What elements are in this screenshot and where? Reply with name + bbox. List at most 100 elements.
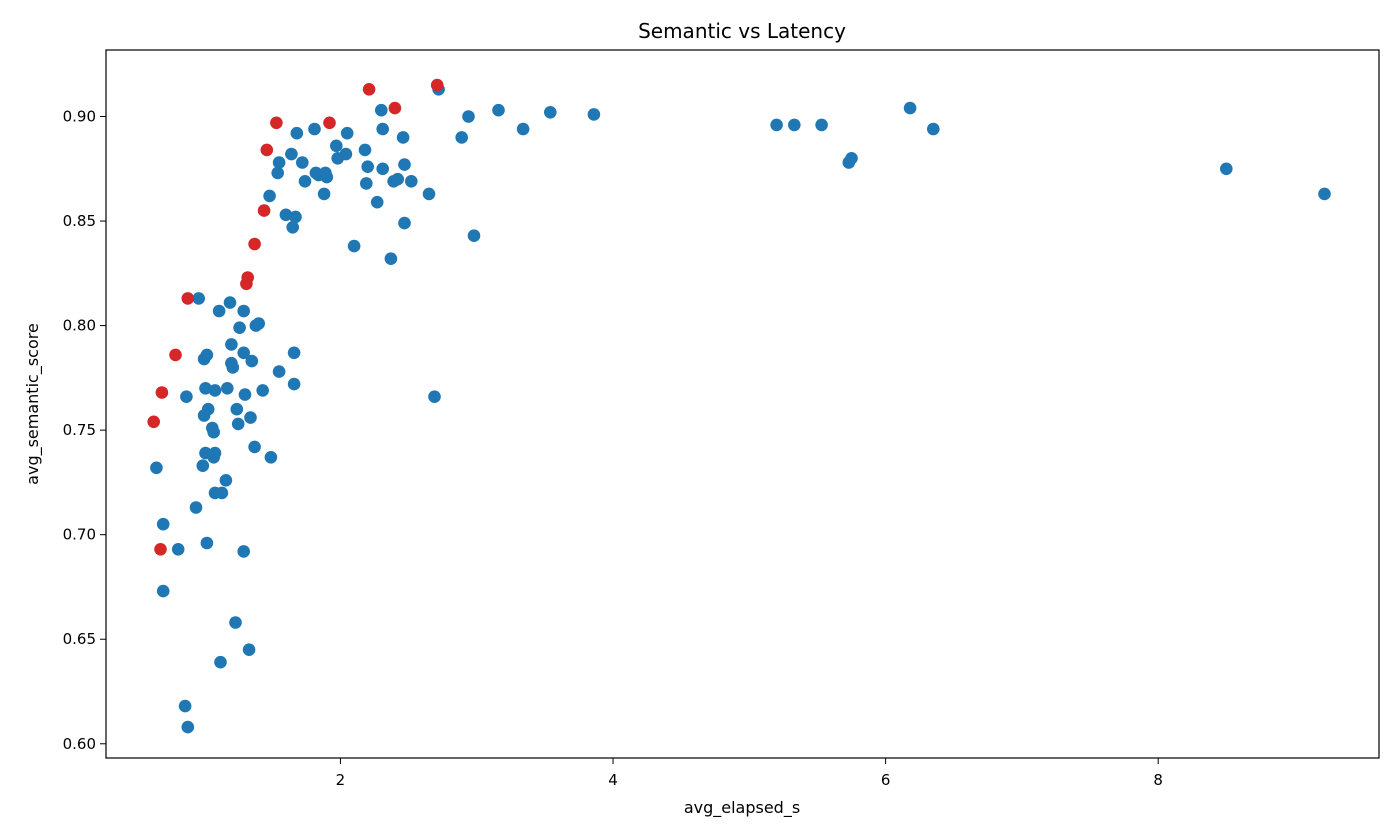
data-points [147, 78, 1331, 734]
data-point [171, 543, 185, 556]
data-point [156, 584, 170, 598]
data-point [241, 271, 254, 284]
data-point [376, 162, 390, 176]
data-point [286, 221, 300, 234]
data-point [150, 461, 163, 475]
data-point [214, 655, 227, 669]
y-axis-label: avg_semantic_score [23, 323, 43, 485]
data-point [360, 177, 373, 190]
data-point [388, 101, 402, 115]
data-point [788, 118, 801, 132]
data-point [422, 187, 436, 201]
y-tick-label: 0.70 [63, 526, 96, 544]
data-point [221, 382, 234, 395]
data-point [156, 517, 170, 531]
data-point [492, 103, 505, 117]
data-point [264, 451, 278, 464]
x-tick-label: 8 [1153, 771, 1163, 789]
data-point [244, 411, 257, 424]
data-point [208, 446, 222, 460]
x-axis-label: avg_elapsed_s [684, 798, 800, 818]
chart-title: Semantic vs Latency [638, 19, 846, 43]
x-axis: 2 4 6 8 [336, 758, 1163, 789]
data-point [245, 354, 259, 368]
data-point [298, 175, 312, 188]
data-point [154, 543, 167, 556]
data-point [270, 116, 283, 130]
data-point [272, 365, 286, 378]
data-point [339, 147, 353, 161]
data-point [248, 237, 261, 251]
data-point [323, 116, 336, 130]
data-point [238, 388, 252, 401]
data-point [398, 158, 411, 171]
data-point [181, 292, 195, 305]
data-point [248, 440, 261, 454]
data-point [375, 103, 388, 117]
data-point [189, 501, 203, 514]
data-point [242, 643, 256, 656]
data-point [199, 382, 212, 395]
data-point [200, 536, 214, 550]
data-point [296, 156, 309, 169]
data-point [272, 156, 286, 169]
data-point [212, 304, 226, 318]
y-tick-label: 0.80 [63, 317, 96, 335]
data-point [147, 415, 160, 429]
data-point [320, 170, 334, 184]
x-tick-label: 2 [336, 771, 346, 789]
y-tick-label: 0.60 [63, 735, 96, 753]
data-point [256, 384, 270, 397]
data-point [287, 346, 301, 360]
data-point [347, 239, 361, 253]
data-point [815, 118, 828, 132]
data-point [233, 321, 246, 335]
data-point [169, 348, 182, 362]
data-point [376, 122, 390, 136]
data-point [1220, 162, 1233, 176]
data-point [230, 402, 244, 416]
data-point [927, 122, 940, 136]
data-point [1318, 187, 1331, 201]
data-point [289, 210, 302, 224]
data-point [223, 296, 237, 309]
data-point [237, 304, 250, 318]
data-point [225, 338, 238, 351]
data-point [340, 126, 354, 140]
data-point [279, 208, 293, 222]
data-point [467, 229, 481, 242]
data-point [308, 122, 321, 136]
y-tick-label: 0.85 [63, 212, 96, 230]
x-tick-label: 6 [881, 771, 891, 789]
data-point [903, 101, 917, 115]
data-point [362, 83, 376, 96]
data-point [462, 110, 475, 123]
data-point [285, 147, 298, 161]
data-point [196, 459, 210, 473]
y-axis: 0.60 0.65 0.70 0.75 0.80 0.85 0.90 [63, 107, 106, 753]
data-point [396, 131, 410, 144]
data-point [260, 143, 274, 157]
data-point [226, 361, 240, 374]
data-point [192, 292, 205, 305]
plot-frame [105, 49, 1380, 759]
data-point [290, 126, 304, 140]
data-point [770, 118, 783, 132]
y-tick-label: 0.90 [63, 107, 96, 125]
data-point [405, 175, 418, 188]
data-point [287, 377, 301, 391]
data-point [430, 78, 444, 92]
data-point [219, 474, 233, 487]
data-point [237, 346, 250, 360]
data-point [544, 106, 557, 119]
data-point [252, 317, 265, 330]
data-point [257, 204, 271, 217]
data-point [207, 425, 220, 439]
data-point [384, 252, 398, 265]
data-point [215, 486, 229, 500]
data-point [361, 160, 375, 173]
data-point [358, 143, 372, 157]
data-point [155, 386, 169, 399]
data-point [178, 699, 192, 713]
